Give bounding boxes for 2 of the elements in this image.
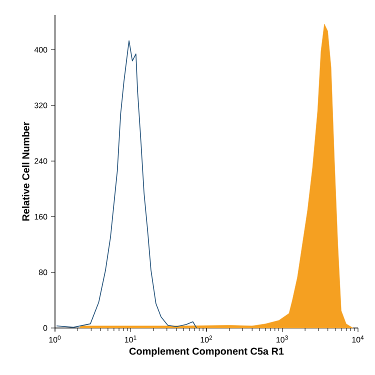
- x-axis-title: Complement Component C5a R1: [129, 347, 284, 357]
- y-axis-title: Relative Cell Number: [22, 122, 30, 221]
